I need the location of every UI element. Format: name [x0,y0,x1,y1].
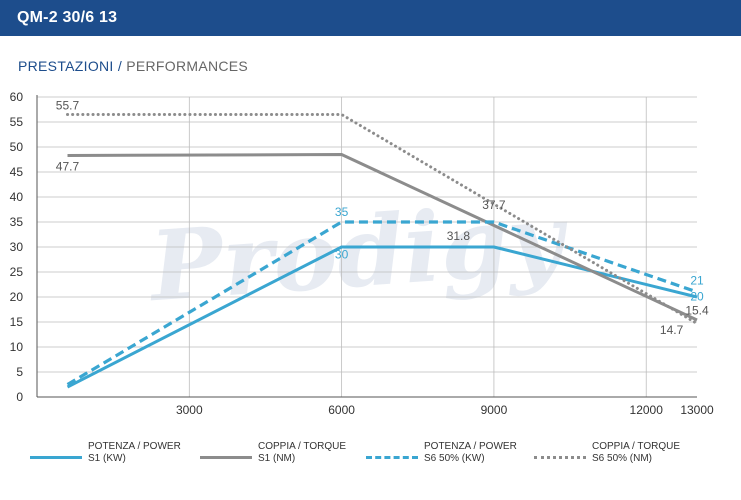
legend-swatch-torque-s6 [534,456,586,459]
y-tick-label: 30 [10,240,24,254]
series-torque-s1 [67,153,698,322]
legend-label-power-s1: POTENZA / POWER S1 (KW) [88,441,181,464]
section-title: PRESTAZIONI / PERFORMANCES [18,58,248,74]
data-label: 31.8 [447,229,471,243]
section-title-it: PRESTAZIONI [18,58,114,74]
y-tick-label: 0 [16,390,23,404]
legend-item-torque-s6: COPPIA / TORQUE S6 50% (NM) [534,441,680,465]
x-tick-label: 9000 [481,403,508,417]
y-tick-label: 25 [10,265,24,279]
header-bar: QM-2 30/6 13 [0,0,741,36]
data-label: 35 [335,205,349,219]
legend-label-torque-s1: COPPIA / TORQUE S1 (NM) [258,441,346,464]
legend-swatch-power-s6 [366,456,418,459]
data-label: 21 [690,274,704,288]
y-tick-label: 20 [10,290,24,304]
y-tick-label: 10 [10,340,24,354]
series-power-s6 [66,220,698,386]
y-tick-label: 55 [10,115,24,129]
data-label: 20 [690,290,704,304]
legend-item-power-s1: POTENZA / POWER S1 (KW) [30,441,181,465]
legend-item-torque-s1: COPPIA / TORQUE S1 (NM) [200,441,346,465]
y-tick-label: 45 [10,165,24,179]
chart-legend: POTENZA / POWER S1 (KW) COPPIA / TORQUE … [0,441,741,481]
y-tick-label: 15 [10,315,24,329]
legend-label-power-s6: POTENZA / POWER S6 50% (KW) [424,441,517,464]
data-label: 14.7 [660,323,684,337]
x-tick-label: 13000 [680,403,714,417]
data-label: 15.4 [685,304,709,318]
series-torque-s6 [66,113,699,325]
x-tick-label: 6000 [328,403,355,417]
data-label: 37.7 [482,198,506,212]
y-tick-label: 35 [10,215,24,229]
legend-item-power-s6: POTENZA / POWER S6 50% (KW) [366,441,517,465]
legend-swatch-torque-s1 [200,456,252,459]
chart-series [66,113,699,389]
data-label: 47.7 [56,160,80,174]
x-tick-label: 3000 [176,403,203,417]
page-title: QM-2 30/6 13 [17,9,118,26]
legend-swatch-power-s1 [30,456,82,459]
y-tick-label: 5 [16,365,23,379]
section-title-en: PERFORMANCES [126,58,249,74]
y-tick-label: 60 [10,90,24,104]
x-tick-label: 12000 [630,403,664,417]
section-title-separator: / [117,58,123,74]
data-label: 55.7 [56,99,80,113]
y-tick-label: 50 [10,140,24,154]
legend-label-torque-s6: COPPIA / TORQUE S6 50% (NM) [592,441,680,464]
y-tick-label: 40 [10,190,24,204]
data-label: 30 [335,248,349,262]
chart-axes: 0 5 10 15 20 25 30 35 40 45 50 55 60 3000 6000 9000 1200… [10,90,714,417]
